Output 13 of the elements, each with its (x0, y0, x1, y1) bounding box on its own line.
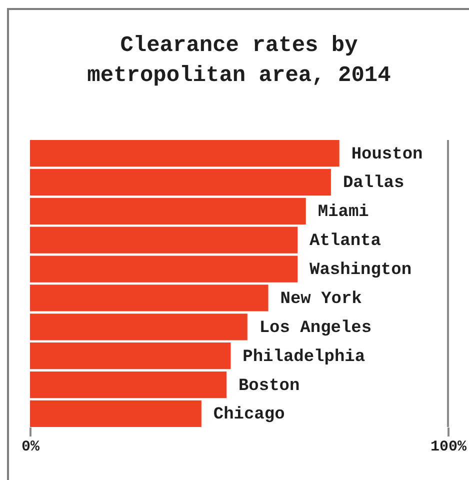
y-tick-label: New York (280, 290, 362, 309)
y-tick-label: Houston (351, 145, 423, 164)
y-tick-label: Dallas (342, 174, 404, 194)
chart-title: Clearance rates by metropolitan area, 2014 (87, 33, 391, 88)
y-tick-label: Atlanta (310, 232, 381, 252)
y-tick-label: Chicago (213, 406, 285, 425)
x-tick-label: 0% (21, 438, 40, 456)
y-tick-label: Miami (318, 203, 369, 222)
x-tick-label: 100% (430, 438, 468, 456)
y-tick-label: Los Angeles (259, 318, 372, 338)
y-tick-label: Washington (310, 261, 412, 280)
y-tick-label: Philadelphia (242, 348, 366, 367)
y-tick-label: Boston (238, 376, 300, 396)
